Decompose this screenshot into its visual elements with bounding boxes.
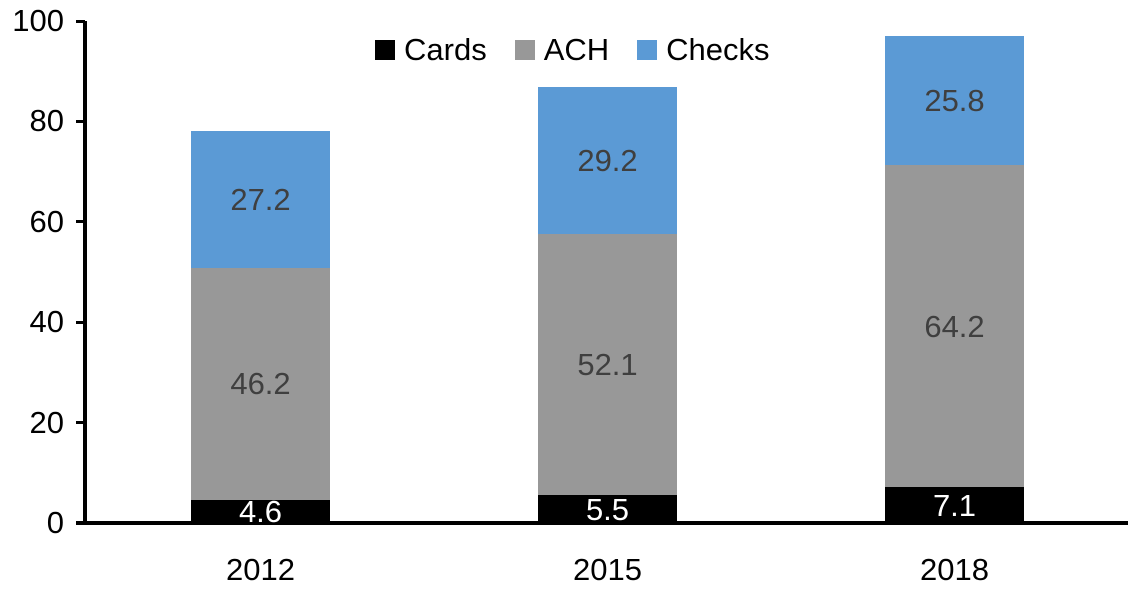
bar-segment-checks-2012: 27.2: [191, 131, 330, 268]
x-category-label: 2015: [573, 552, 642, 587]
bar-value-label: 52.1: [577, 347, 638, 383]
bar-segment-ach-2012: 46.2: [191, 268, 330, 500]
y-tick-label: 20: [29, 404, 64, 440]
legend: Cards ACH Checks: [375, 33, 770, 67]
bar-segment-checks-2015: 29.2: [538, 87, 677, 234]
y-tick-label: 0: [46, 505, 64, 540]
bar-segment-cards-2018: 7.1: [885, 487, 1024, 523]
bar-value-label: 29.2: [577, 143, 638, 179]
y-tick: [76, 421, 85, 425]
legend-swatch-ach: [514, 40, 535, 60]
bar-segment-ach-2015: 52.1: [538, 233, 677, 496]
y-axis-line: [83, 21, 87, 525]
y-tick: [76, 220, 85, 224]
y-tick-label: 40: [29, 304, 64, 340]
legend-swatch-checks: [637, 40, 658, 60]
bar-segment-cards-2012: 4.6: [191, 496, 330, 527]
bar-value-label: 46.2: [230, 366, 291, 402]
y-tick: [76, 521, 85, 525]
x-category-label: 2012: [226, 552, 295, 587]
y-tick: [76, 119, 85, 123]
y-tick-label: 100: [12, 3, 64, 38]
bar-value-label: 25.8: [924, 82, 985, 118]
legend-swatch-cards: [375, 40, 395, 60]
bar-segment-ach-2018: 64.2: [885, 165, 1024, 488]
legend-item-ach: ACH: [514, 32, 610, 67]
bar-segment-cards-2015: 5.5: [538, 491, 677, 527]
y-tick: [76, 19, 85, 23]
bar-value-label: 5.5: [585, 491, 630, 527]
x-axis-line: [76, 521, 1128, 525]
bar-segment-checks-2018: 25.8: [885, 35, 1024, 166]
x-category-label: 2018: [920, 552, 989, 587]
legend-item-checks: Checks: [637, 32, 770, 67]
legend-item-cards: Cards: [375, 33, 487, 67]
bar-value-label: 27.2: [230, 182, 291, 218]
bar-value-label: 64.2: [924, 308, 985, 344]
y-tick-label: 60: [29, 203, 64, 239]
legend-label: Checks: [666, 32, 770, 67]
y-tick-label: 80: [29, 103, 64, 139]
legend-label: Cards: [404, 32, 487, 67]
bar-value-label: 4.6: [238, 493, 283, 529]
bar-value-label: 7.1: [932, 487, 977, 523]
legend-label: ACH: [543, 32, 610, 67]
y-tick: [76, 320, 85, 324]
